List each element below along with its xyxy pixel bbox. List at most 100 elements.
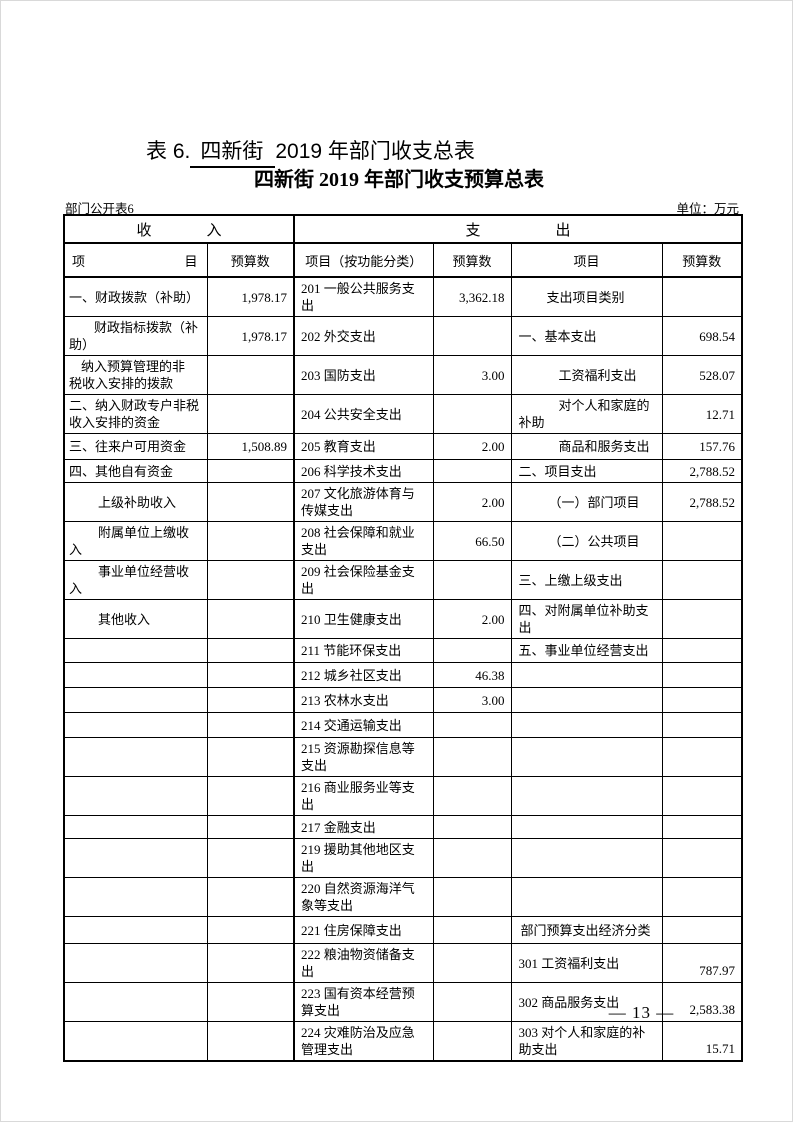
item-cell <box>63 687 208 713</box>
item-cell <box>63 943 208 983</box>
budget-table-body: 一、财政拨款（补助） 1,978.17 201 一般公共服务支 出 3,362.18 支… <box>63 276 743 1062</box>
value-cell: 46.38 <box>432 662 512 688</box>
value-cell <box>206 638 295 663</box>
value-cell <box>661 877 743 917</box>
item-cell <box>63 737 208 777</box>
value-cell <box>432 638 512 663</box>
value-cell <box>206 815 295 839</box>
item-cell <box>63 1021 208 1062</box>
item-cell: 213 农林水支出 <box>293 687 434 713</box>
value-cell <box>432 916 512 944</box>
item-cell: 222 粮油物资储备支 出 <box>293 943 434 983</box>
value-cell: 698.54 <box>661 316 743 356</box>
unit-label: 单位：万元 <box>676 202 739 216</box>
column-header-row: 项 目 预算数 项目（按功能分类） 预算数 项目 预算数 <box>63 242 743 278</box>
value-cell <box>661 815 743 839</box>
expenditure-header-char: 出 <box>555 222 571 239</box>
item-cell: 四、其他自有资金 <box>63 459 208 483</box>
item-cell <box>510 877 663 917</box>
value-cell: 66.50 <box>432 521 512 561</box>
item-cell: 206 科学技术支出 <box>293 459 434 483</box>
value-cell <box>432 815 512 839</box>
item-cell <box>63 662 208 688</box>
item-cell: 214 交通运输支出 <box>293 712 434 738</box>
page-subtitle: 四新街 2019 年部门收支预算总表 <box>254 169 544 191</box>
value-cell <box>661 276 743 317</box>
table-tag-label: 部门公开表6 <box>65 202 134 216</box>
item-cell: 219 援助其他地区支 出 <box>293 838 434 878</box>
item-cell: 三、上缴上级支出 <box>510 560 663 600</box>
item-cell <box>510 815 663 839</box>
item-cell: 二、纳入财政专户非税 收入安排的资金 <box>63 394 208 434</box>
econ-item-column-header: 项目 <box>510 242 663 278</box>
item-cell <box>510 838 663 878</box>
item-cell: 二、项目支出 <box>510 459 663 483</box>
item-cell: 财政指标拨款（补 助） <box>63 316 208 356</box>
value-cell <box>206 737 295 777</box>
item-cell <box>510 687 663 713</box>
table-row: 221 住房保障支出 部门预算支出经济分类 <box>63 916 743 944</box>
value-cell <box>206 599 295 639</box>
value-cell: 2,583.38 <box>661 982 743 1022</box>
value-cell <box>432 877 512 917</box>
value-cell <box>432 459 512 483</box>
item-cell: 224 灾难防治及应急 管理支出 <box>293 1021 434 1062</box>
item-cell: 事业单位经营收 入 <box>63 560 208 600</box>
value-cell <box>206 560 295 600</box>
item-cell <box>63 838 208 878</box>
func-budget-column-header: 预算数 <box>432 242 512 278</box>
item-cell: 四、对附属单位补助支 出 <box>510 599 663 639</box>
value-cell <box>661 916 743 944</box>
value-cell <box>206 916 295 944</box>
table-row: 财政指标拨款（补 助） 1,978.17 202 外交支出 一、基本支出 698.54 <box>63 316 743 356</box>
value-cell <box>206 482 295 522</box>
item-cell <box>510 776 663 816</box>
item-cell <box>510 712 663 738</box>
item-cell: 212 城乡社区支出 <box>293 662 434 688</box>
item-cell: 上级补助收入 <box>63 482 208 522</box>
value-cell <box>206 776 295 816</box>
item-cell <box>63 638 208 663</box>
value-cell <box>661 712 743 738</box>
item-cell: 工资福利支出 <box>510 355 663 395</box>
value-cell: 2,788.52 <box>661 459 743 483</box>
table-row: 215 资源勘探信息等 支出 <box>63 737 743 777</box>
item-cell: （一）部门项目 <box>510 482 663 522</box>
expenditure-header-char: 支 <box>465 222 481 239</box>
value-cell <box>432 943 512 983</box>
item-cell: 301 工资福利支出 <box>510 943 663 983</box>
value-cell <box>661 599 743 639</box>
budget-table: 收 入 支 出 项 目 预算数 <box>63 214 744 1062</box>
value-cell <box>432 712 512 738</box>
table-row: 上级补助收入 207 文化旅游体育与 传媒支出 2.00 （一）部门项目 2,788.5… <box>63 482 743 522</box>
item-cell: （二）公共项目 <box>510 521 663 561</box>
item-cell: 202 外交支出 <box>293 316 434 356</box>
income-budget-column-header: 预算数 <box>206 242 295 278</box>
table-row: 217 金融支出 <box>63 815 743 839</box>
value-cell <box>432 737 512 777</box>
item-cell: 其他收入 <box>63 599 208 639</box>
value-cell <box>661 687 743 713</box>
item-cell: 201 一般公共服务支 出 <box>293 276 434 317</box>
value-cell <box>432 394 512 434</box>
item-cell: 对个人和家庭的 补助 <box>510 394 663 434</box>
value-cell: 1,978.17 <box>206 276 295 317</box>
section-header-row: 收 入 支 出 <box>63 214 743 244</box>
value-cell <box>661 638 743 663</box>
value-cell: 2.00 <box>432 482 512 522</box>
item-cell: 215 资源勘探信息等 支出 <box>293 737 434 777</box>
value-cell <box>432 1021 512 1062</box>
item-cell: 303 对个人和家庭的补 助支出 <box>510 1021 663 1062</box>
table-row: 224 灾难防治及应急 管理支出 303 对个人和家庭的补 助支出 15.71 <box>63 1021 743 1062</box>
item-cell: 220 自然资源海洋气 象等支出 <box>293 877 434 917</box>
value-cell: 15.71 <box>661 1021 743 1062</box>
value-cell: 3,362.18 <box>432 276 512 317</box>
item-cell: 203 国防支出 <box>293 355 434 395</box>
item-cell: 217 金融支出 <box>293 815 434 839</box>
item-cell: 209 社会保险基金支 出 <box>293 560 434 600</box>
value-cell <box>432 776 512 816</box>
value-cell <box>206 877 295 917</box>
value-cell: 1,508.89 <box>206 433 295 460</box>
item-cell: 205 教育支出 <box>293 433 434 460</box>
table-row: 附属单位上缴收 入 208 社会保障和就业 支出 66.50 （二）公共项目 <box>63 521 743 561</box>
